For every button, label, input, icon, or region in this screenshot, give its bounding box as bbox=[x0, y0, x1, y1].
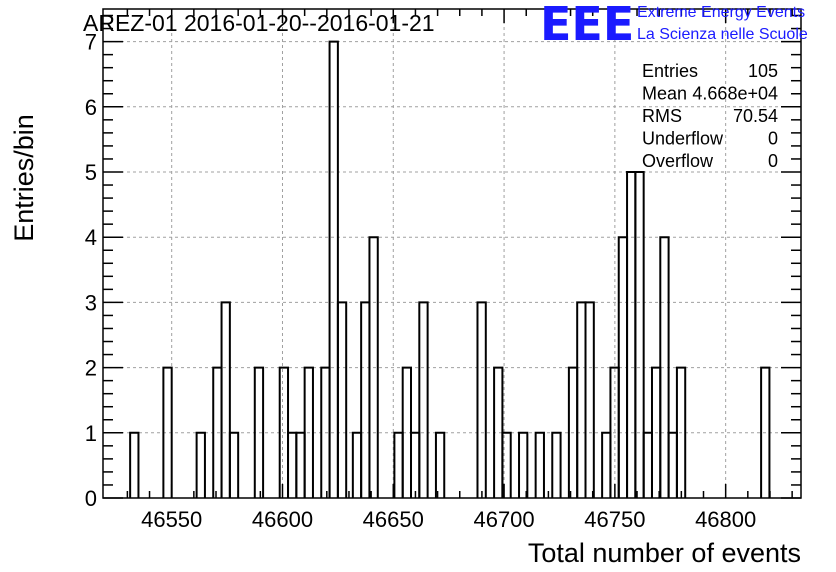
y-tick-label: 4 bbox=[85, 225, 97, 250]
histogram-bin bbox=[328, 40, 339, 498]
x-tick-label: 46600 bbox=[252, 507, 313, 532]
stats-label: Entries bbox=[642, 61, 698, 81]
x-tick-label: 46550 bbox=[141, 507, 202, 532]
histogram-bin bbox=[534, 431, 545, 498]
histogram-bin bbox=[287, 431, 298, 498]
histogram-bin bbox=[501, 431, 512, 498]
histogram-bin bbox=[576, 301, 587, 498]
y-tick-label: 6 bbox=[85, 95, 97, 120]
histogram-bin bbox=[518, 431, 529, 498]
histogram-bin bbox=[584, 301, 595, 498]
histogram-bin bbox=[351, 431, 363, 498]
histogram-bin bbox=[410, 431, 421, 498]
histogram-bin bbox=[360, 301, 371, 498]
histogram-bin bbox=[162, 366, 173, 498]
stats-value: 0 bbox=[768, 129, 778, 149]
histogram-bin bbox=[434, 431, 446, 498]
chart-title: AREZ-01 2016-01-20--2016-01-21 bbox=[83, 10, 435, 36]
histogram-bin bbox=[336, 301, 348, 498]
histogram-bin bbox=[667, 431, 678, 498]
plot-frame bbox=[102, 8, 802, 499]
histogram-bin bbox=[295, 431, 306, 498]
x-axis-title: Total number of events bbox=[528, 538, 801, 568]
histogram-bin bbox=[675, 366, 687, 498]
stats-value: 4.668e+04 bbox=[692, 84, 778, 104]
stats-box: Entries 105 Mean 4.668e+04 RMS 70.54 Underflow… bbox=[642, 61, 778, 171]
histogram-bin bbox=[220, 301, 231, 498]
x-tick-label: 46700 bbox=[473, 507, 534, 532]
grid-lines bbox=[103, 9, 801, 498]
histogram-bin bbox=[659, 236, 670, 498]
stats-value: 70.54 bbox=[733, 106, 778, 126]
histogram-bin bbox=[601, 431, 612, 498]
stats-label: Mean bbox=[642, 84, 687, 104]
histogram-bin bbox=[418, 301, 429, 498]
histogram-bin bbox=[551, 431, 562, 498]
histogram-bin bbox=[642, 431, 653, 498]
stats-value: 0 bbox=[768, 151, 778, 171]
y-tick-label: 7 bbox=[85, 30, 97, 55]
brand-line-2: La Scienza nelle Scuole bbox=[637, 26, 808, 43]
x-tick-label: 46800 bbox=[695, 507, 756, 532]
x-tick-label: 46650 bbox=[363, 507, 424, 532]
stats-value: 105 bbox=[748, 61, 778, 81]
stats-label: RMS bbox=[642, 106, 682, 126]
histogram-bin bbox=[195, 431, 206, 498]
histogram-bin bbox=[368, 236, 379, 498]
histogram-series bbox=[129, 40, 771, 498]
histogram-bin bbox=[476, 301, 487, 498]
histogram-bin bbox=[634, 171, 645, 498]
y-tick-label: 1 bbox=[85, 421, 97, 446]
y-tick-label: 0 bbox=[85, 486, 97, 511]
histogram-bin bbox=[129, 431, 140, 498]
stats-label: Underflow bbox=[642, 129, 724, 149]
eee-logo: EEE bbox=[540, 0, 634, 51]
y-tick-label: 2 bbox=[85, 356, 97, 381]
histogram-bin bbox=[626, 171, 637, 498]
axes: 46550 46600 46650 46700 46750 46800 0 1 2 3 4 5 6 7 bbox=[85, 8, 802, 532]
histogram-bin bbox=[760, 366, 771, 498]
brand-line-1: Extreme Energy Events bbox=[637, 4, 805, 21]
y-tick-label: 5 bbox=[85, 160, 97, 185]
y-axis-title: Entries/bin bbox=[9, 114, 39, 242]
stats-label: Overflow bbox=[642, 151, 714, 171]
histogram-bin bbox=[253, 366, 265, 498]
y-tick-label: 3 bbox=[85, 290, 97, 315]
x-tick-label: 46750 bbox=[584, 507, 645, 532]
histogram-bin bbox=[393, 431, 404, 498]
histogram-bin bbox=[303, 366, 314, 498]
histogram-bin bbox=[228, 431, 240, 498]
